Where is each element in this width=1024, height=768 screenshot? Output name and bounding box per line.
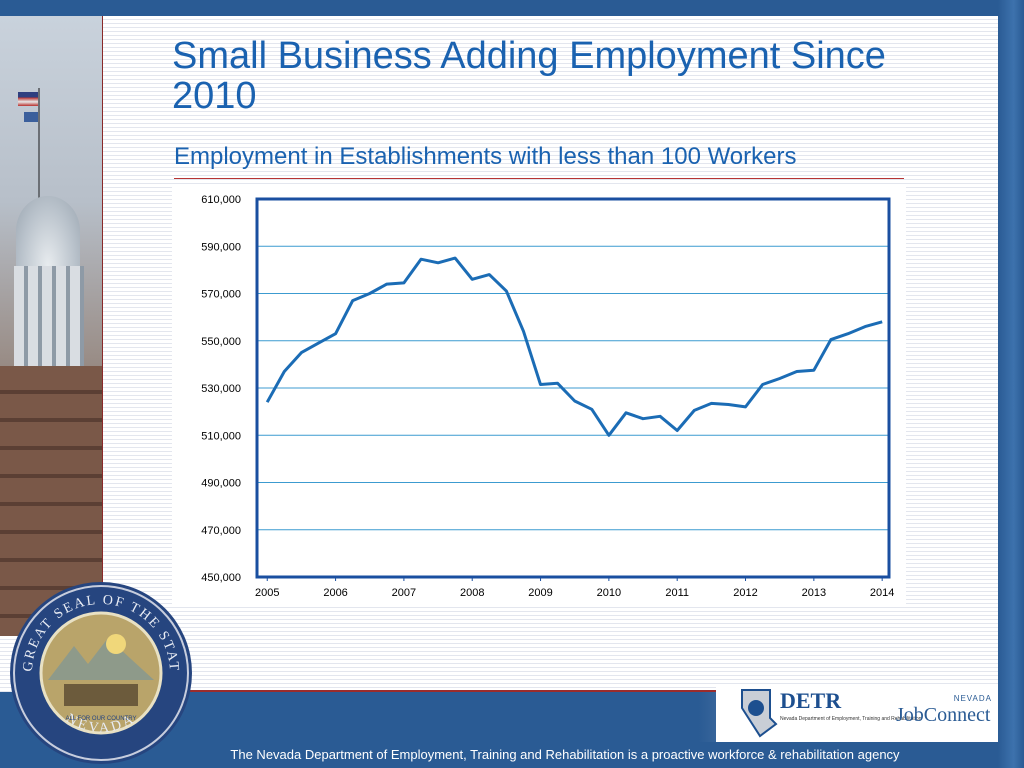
nevada-state-outline-icon bbox=[741, 689, 778, 738]
y-tick-label: 470,000 bbox=[201, 525, 241, 537]
y-tick-label: 550,000 bbox=[201, 336, 241, 348]
x-tick-label: 2013 bbox=[802, 587, 826, 599]
detr-wordmark: DETR bbox=[780, 688, 842, 713]
title-rule bbox=[174, 178, 904, 179]
top-frame-bar bbox=[0, 0, 1024, 16]
y-tick-label: 450,000 bbox=[201, 572, 241, 584]
plot-frame bbox=[255, 197, 891, 579]
x-tick-label: 2014 bbox=[870, 587, 894, 599]
y-tick-label: 510,000 bbox=[201, 430, 241, 442]
series-line bbox=[265, 256, 883, 437]
x-tick-label: 2011 bbox=[665, 587, 689, 599]
x-tick-label: 2012 bbox=[733, 587, 757, 599]
slide-subtitle: Employment in Establishments with less t… bbox=[174, 143, 797, 170]
capitol-dome bbox=[16, 196, 80, 266]
x-tick-label: 2009 bbox=[528, 587, 552, 599]
y-tick-label: 530,000 bbox=[201, 383, 241, 395]
y-tick-label: 610,000 bbox=[201, 194, 241, 206]
capitol-photo bbox=[0, 16, 103, 636]
x-tick-label: 2008 bbox=[460, 587, 484, 599]
nevada-seal-icon: THE GREAT SEAL OF THE STATE OF NEVADA AL… bbox=[8, 580, 192, 764]
jobconnect-wordmark: JobConnect bbox=[896, 704, 991, 726]
x-tick-label: 2010 bbox=[597, 587, 621, 599]
detr-subtext: Nevada Department of Employment, Trainin… bbox=[780, 716, 922, 722]
y-tick-label: 570,000 bbox=[201, 289, 241, 301]
detr-logo: DETR Nevada Department of Employment, Tr… bbox=[740, 688, 921, 738]
state-flag bbox=[24, 112, 38, 122]
y-tick-label: 590,000 bbox=[201, 241, 241, 253]
x-tick-label: 2007 bbox=[392, 587, 416, 599]
flag-pole bbox=[38, 88, 40, 200]
line-chart: 450,000 470,000 490,000 510,000 530,000 550,0… bbox=[201, 194, 894, 599]
x-tick-label: 2005 bbox=[255, 587, 279, 599]
y-tick-label: 490,000 bbox=[201, 478, 241, 490]
slide-title: Small Business Adding Employment Since 2… bbox=[172, 35, 886, 117]
capitol-tower bbox=[14, 266, 84, 376]
footer-divider bbox=[102, 690, 722, 692]
x-tick-label: 2006 bbox=[323, 587, 347, 599]
seal-motto: ALL FOR OUR COUNTRY bbox=[65, 716, 136, 722]
chart-area: 450,000 470,000 490,000 510,000 530,000 550,0… bbox=[172, 184, 906, 604]
us-flag bbox=[18, 92, 38, 106]
jobconnect-nevada: NEVADA bbox=[953, 694, 992, 703]
footer-text: The Nevada Department of Employment, Tra… bbox=[230, 747, 900, 762]
right-frame-rail bbox=[998, 0, 1024, 768]
jobconnect-logo: NEVADA JobConnect bbox=[890, 690, 998, 738]
footer-bar bbox=[0, 742, 998, 768]
